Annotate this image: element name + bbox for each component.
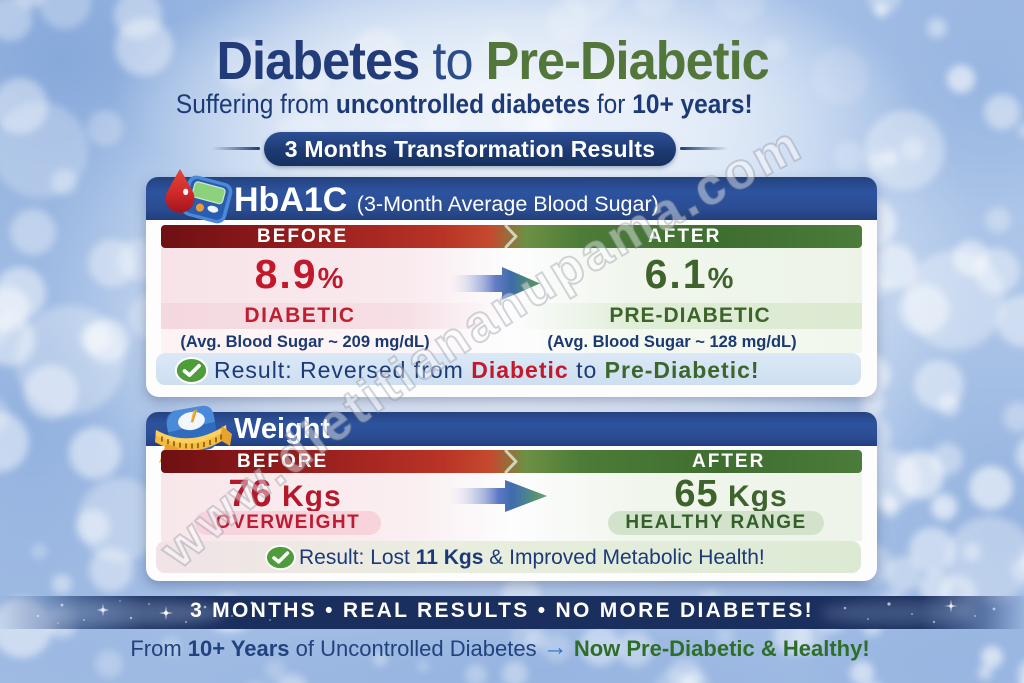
svg-text:www.dietitiananupama.com: www.dietitiananupama.com [149,114,812,579]
